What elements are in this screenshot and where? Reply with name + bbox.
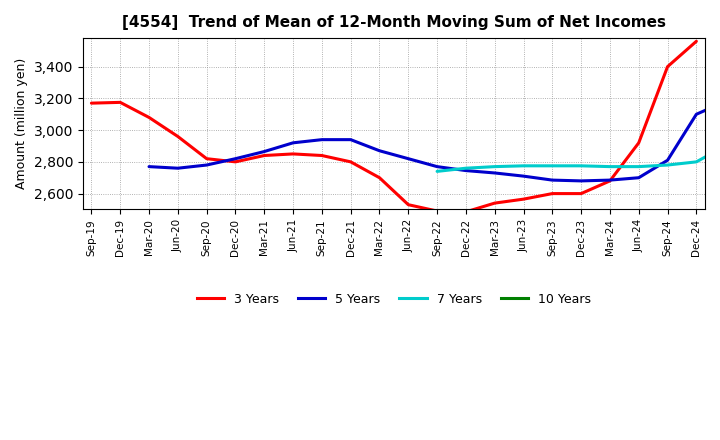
Y-axis label: Amount (million yen): Amount (million yen): [15, 58, 28, 189]
Legend: 3 Years, 5 Years, 7 Years, 10 Years: 3 Years, 5 Years, 7 Years, 10 Years: [192, 288, 596, 311]
Title: [4554]  Trend of Mean of 12-Month Moving Sum of Net Incomes: [4554] Trend of Mean of 12-Month Moving …: [122, 15, 666, 30]
